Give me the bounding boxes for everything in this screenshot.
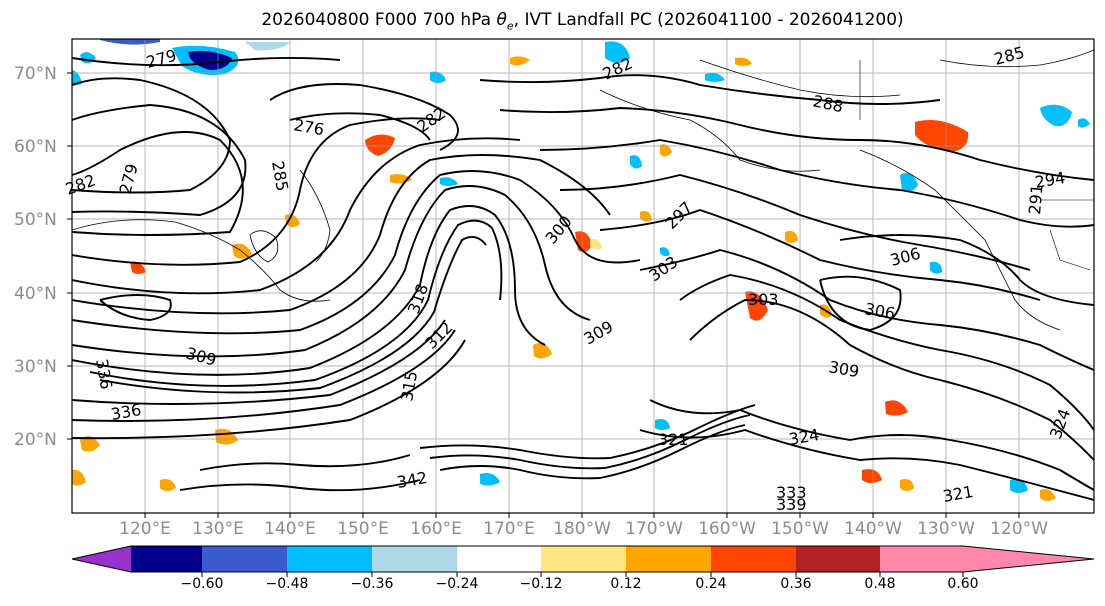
colorbar-tick-label: 0.24 bbox=[695, 576, 727, 592]
theta-e-contours bbox=[72, 56, 1094, 501]
coastlines bbox=[72, 49, 1094, 331]
contour-label: 303 bbox=[748, 290, 779, 309]
lon-label-120e: 120°E bbox=[119, 519, 171, 539]
lat-label-50n: 50°N bbox=[14, 210, 57, 230]
colorbar bbox=[71, 545, 1095, 577]
colorbar-tick-label: −0.12 bbox=[519, 576, 563, 592]
lon-label-140w: 140°W bbox=[844, 519, 902, 539]
lon-label-170w: 170°W bbox=[625, 519, 683, 539]
colorbar-bin bbox=[711, 546, 796, 572]
colorbar-tick-label: −0.36 bbox=[350, 576, 394, 592]
map-frame bbox=[71, 38, 1095, 514]
lon-label-160w: 160°W bbox=[698, 519, 756, 539]
lon-label-150w: 150°W bbox=[771, 519, 829, 539]
colorbar-extend-low bbox=[72, 546, 131, 572]
lat-label-30n: 30°N bbox=[14, 357, 57, 377]
borders bbox=[859, 60, 1094, 271]
lat-label-60n: 60°N bbox=[14, 137, 57, 157]
lon-label-160e: 160°E bbox=[410, 519, 462, 539]
lon-label-180w: 180°W bbox=[553, 519, 611, 539]
colorbar-tick-label: −0.24 bbox=[435, 576, 479, 592]
map-title: 2026040800 F000 700 hPa θe, IVT Landfall… bbox=[261, 10, 904, 33]
colorbar-bin bbox=[880, 546, 963, 572]
contour-label: 333 bbox=[776, 483, 807, 502]
colorbar-bin bbox=[287, 546, 372, 572]
map-area bbox=[72, 39, 1094, 513]
contour-label: 321 bbox=[658, 430, 689, 449]
colorbar-tick-label: 0.36 bbox=[780, 576, 812, 592]
lat-label-20n: 20°N bbox=[14, 430, 57, 450]
lon-label-170e: 170°E bbox=[483, 519, 535, 539]
colorbar-bin bbox=[626, 546, 711, 572]
colorbar-bin bbox=[457, 546, 541, 572]
lon-label-140e: 140°E bbox=[264, 519, 316, 539]
colorbar-bin bbox=[202, 546, 287, 572]
colorbar-bin bbox=[541, 546, 626, 572]
colorbar-tick-label: 0.48 bbox=[864, 576, 896, 592]
lon-label-150e: 150°E bbox=[337, 519, 389, 539]
lat-label-40n: 40°N bbox=[14, 284, 57, 304]
lon-label-130e: 130°E bbox=[192, 519, 244, 539]
colorbar-outline bbox=[71, 545, 1095, 573]
colorbar-bin bbox=[796, 546, 880, 572]
colorbar-tick-label: 0.12 bbox=[610, 576, 642, 592]
lon-label-120w: 120°W bbox=[990, 519, 1048, 539]
colorbar-tick-label: −0.48 bbox=[265, 576, 309, 592]
contour-label: 339 bbox=[776, 495, 807, 514]
colorbar-bin bbox=[131, 546, 202, 572]
contour-label: 291 bbox=[1025, 183, 1047, 215]
axis-ticks bbox=[67, 72, 1020, 518]
lon-label-130w: 130°W bbox=[917, 519, 975, 539]
lat-label-70n: 70°N bbox=[14, 64, 57, 84]
colorbar-extend-high bbox=[963, 546, 1094, 572]
colorbar-tick-label: 0.60 bbox=[947, 576, 979, 592]
colorbar-tick-label: −0.60 bbox=[180, 576, 224, 592]
colorbar-bin bbox=[372, 546, 457, 572]
